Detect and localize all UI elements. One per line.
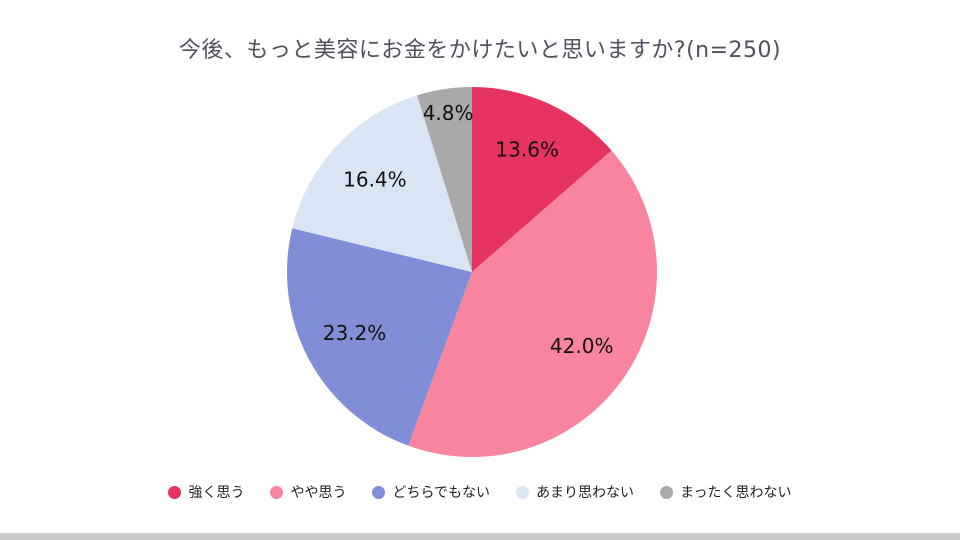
legend-item-4: あまり思わない xyxy=(516,482,634,502)
legend-label: どちらでもない xyxy=(392,485,491,501)
legend-label: やや思う xyxy=(290,485,347,501)
legend-dot xyxy=(168,485,182,499)
pie-slice-2 xyxy=(408,150,658,458)
chart-title: 今後、もっと美容にお金をかけたいと思いますか?(n=250) xyxy=(178,38,782,63)
legend-dot xyxy=(372,485,386,499)
pie-slice-4 xyxy=(292,95,472,272)
slice-label: 42.0% xyxy=(550,334,614,358)
legend-label: あまり思わない xyxy=(536,485,635,501)
slice-label: 13.6% xyxy=(495,137,559,161)
legend-dot xyxy=(660,485,674,499)
slice-label: 4.8% xyxy=(423,101,474,125)
legend-label: まったく思わない xyxy=(680,485,792,501)
legend-label: 強く思う xyxy=(188,485,245,501)
pie-slice-5 xyxy=(417,87,472,272)
legend-item-5: まったく思わない xyxy=(660,482,792,502)
slice-label: 23.2% xyxy=(323,321,387,345)
bottom-bar xyxy=(0,533,960,540)
slice-label: 16.4% xyxy=(343,167,407,191)
legend-item-2: やや思う xyxy=(270,482,346,502)
legend-item-3: どちらでもない xyxy=(372,482,490,502)
legend-dot xyxy=(516,485,530,499)
legend: 強く思う やや思う どちらでもない あまり思わない まったく思わない xyxy=(0,482,960,502)
pie-slice-3 xyxy=(287,228,472,446)
pie-slice-1 xyxy=(472,87,612,272)
legend-dot xyxy=(270,485,284,499)
legend-item-1: 強く思う xyxy=(168,482,244,502)
